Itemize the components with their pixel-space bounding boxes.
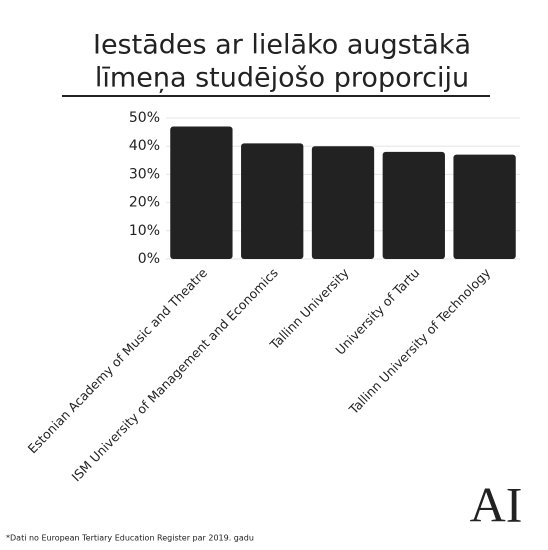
bar [382,151,445,259]
y-tick-label: 10% [129,223,160,239]
chart-title: Iestādes ar lielāko augstākā [93,30,471,61]
y-tick-label: 50% [129,110,160,126]
y-tick-label: 20% [129,195,160,211]
chart-title: līmeņa studējošo proporciju [95,63,469,94]
y-tick-label: 30% [129,166,160,182]
y-tick-label: 0% [138,251,160,267]
bar [241,143,304,259]
bar [170,126,233,260]
logo: AI [470,476,523,532]
footnote: *Dati no European Tertiary Education Reg… [6,534,254,543]
bar [453,154,516,259]
bar [311,146,375,259]
y-tick-label: 40% [129,138,160,154]
